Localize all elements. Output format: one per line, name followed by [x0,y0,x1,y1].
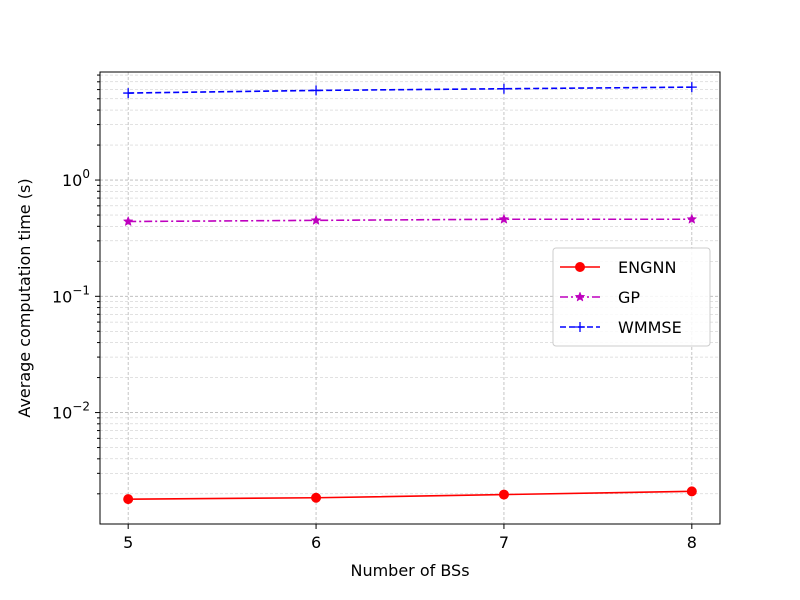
legend-marker [575,322,585,332]
data-point [123,494,134,505]
legend-item-gp: GP [560,288,640,307]
y-tick-label: 100 [62,167,90,190]
legend-label: ENGNN [618,258,676,277]
x-tick-label: 8 [687,533,697,552]
series-line [128,490,692,500]
data-point [311,85,322,96]
series-line [128,218,692,223]
x-tick-label: 5 [123,533,133,552]
x-tick-label: 6 [311,533,321,552]
data-point [123,88,134,99]
legend-label: WMMSE [618,318,682,337]
x-axis-label: Number of BSs [350,561,469,580]
data-point [686,486,697,497]
y-tick-label: 10−2 [52,400,90,423]
series-wmmse [123,82,697,99]
data-point [310,214,322,225]
legend-box [552,247,711,347]
legend-item-engnn: ENGNN [560,258,676,277]
data-point [498,213,510,224]
data-point [122,215,134,227]
data-point [498,83,509,94]
plot-frame [99,71,721,525]
legend-marker [574,291,586,302]
axes: 5 6 7 8 10−2 10−1 100 [52,74,697,552]
legend-label: GP [618,288,640,307]
legend: ENGNN GP WMMSE [552,247,711,347]
data-point [498,489,509,500]
series-gp [122,213,698,227]
series-engnn [123,486,697,505]
legend-item-wmmse: WMMSE [560,318,682,337]
data-point [686,213,698,224]
x-tick-label: 7 [499,533,509,552]
series-line [128,86,692,94]
legend-marker [575,262,585,272]
data-point [686,82,697,93]
y-tick-label: 10−1 [52,283,90,306]
y-axis-label: Average computation time (s) [15,178,34,417]
plot-series [122,82,698,505]
data-point [311,492,322,503]
